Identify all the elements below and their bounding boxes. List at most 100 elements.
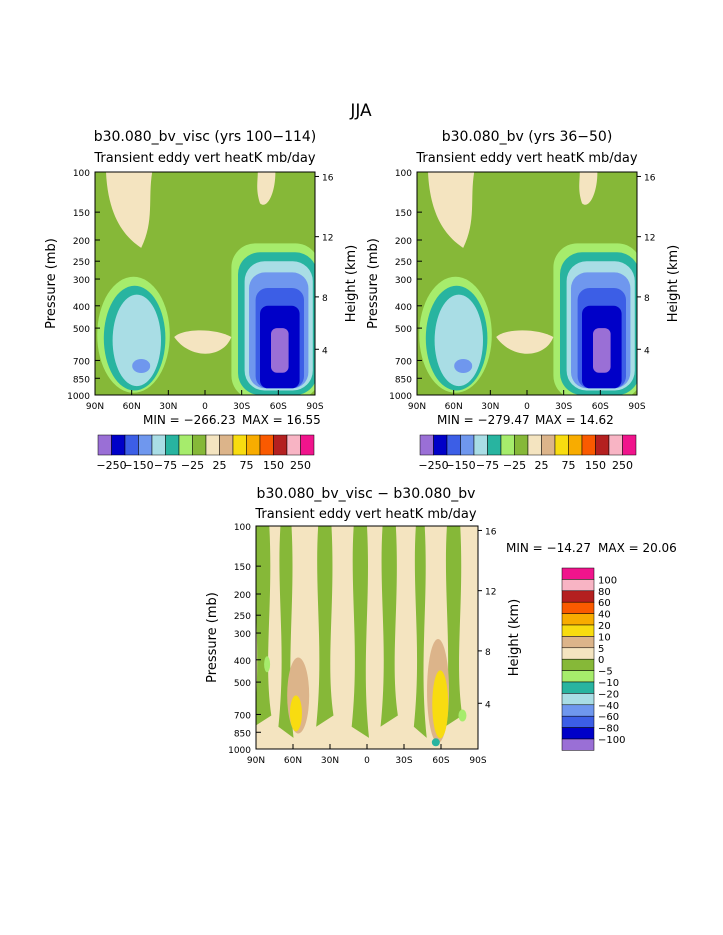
page-title: JJA [350,101,372,121]
colorbar2-swatch [554,434,569,456]
panel2-title: b30.080_bv (yrs 36−50) [441,129,613,145]
panel3-ytick-label: 1000 [228,746,251,756]
panel2-ytick-label: 150 [395,209,412,219]
panel2-ytick-label: 500 [395,325,412,335]
panel2-nh-core [454,359,473,374]
colorbar1-swatch [232,434,247,456]
panel3-y2tick-label: 12 [485,588,496,598]
colorbar1-swatch [300,434,315,456]
panel2-y2tick-label: 4 [644,346,650,356]
panel1-sh-lobe [271,328,289,373]
panel3-streak [413,526,427,738]
panel2-sh-lobe [593,328,611,373]
colorbar3-label: −20 [598,689,619,700]
panel3-xtick-label: 30N [321,756,339,766]
colorbar3-swatch [561,704,595,717]
panel3-xtick-label: 0 [364,756,370,766]
panel3-title: b30.080_bv_visc − b30.080_bv [256,486,476,502]
colorbar1-swatch [165,434,180,456]
panel1-ytick-label: 150 [73,209,90,219]
panel1-xtick-label: 0 [202,402,208,412]
panel1-cream [257,172,276,205]
colorbar1-swatch [219,434,234,456]
colorbar3-label: −60 [598,712,619,723]
panel1-field [95,172,315,395]
panel3-ytick-label: 150 [234,563,251,573]
colorbar3-label: 5 [598,644,604,655]
panel2-ylabel: Pressure (mb) [366,238,381,329]
colorbar2-label: 75 [562,459,576,472]
colorbar2-label: −25 [503,459,526,472]
colorbar3-label: −80 [598,724,619,735]
panel1-cream [106,172,153,248]
panel2-ytick-label: 250 [395,258,412,268]
panel1-cream [174,330,232,354]
panel2-xtick-label: 30S [555,402,572,412]
colorbar3-swatch [561,670,595,683]
colorbar2-swatch [460,434,475,456]
colorbar3-label: 20 [598,621,611,632]
colorbar2-swatch [433,434,448,456]
panel1-ytick-label: 100 [73,169,90,179]
panel3-axes: 90N 60N 30N 0 30S 60S 90S 100 150 200 250 300 400 500… [205,523,522,766]
colorbar1-label: −250 [96,459,126,472]
colorbar2-swatch [473,434,488,456]
panel3-xtick-label: 90S [469,756,486,766]
panel2-ytick-label: 100 [395,169,412,179]
colorbar2-swatch [622,434,637,456]
colorbar2-swatch [527,434,542,456]
colorbar1-label: 25 [213,459,227,472]
colorbar3-label: −10 [598,678,619,689]
panel1-ytick-label: 300 [73,276,90,286]
panel3-streak [380,526,398,727]
colorbar1-label: 250 [290,459,311,472]
colorbar3-swatch [561,658,595,671]
panel1-max: MAX = 16.55 [242,413,321,427]
panel1-y2tick-label: 8 [322,294,328,304]
colorbar2-swatch [581,434,596,456]
colorbar3-swatch [561,727,595,740]
panel2-y2tick-label: 16 [644,173,656,183]
panel2-cream [579,172,598,205]
panel2-xtick-label: 0 [524,402,530,412]
panel1-ytick-label: 1000 [67,392,90,402]
colorbar2-swatch [608,434,623,456]
colorbar2-swatch [568,434,583,456]
colorbar2-swatch [487,434,502,456]
panel1-xtick-label: 90N [86,402,104,412]
panel1-subtitle: Transient eddy vert heatK mb/day [94,151,316,166]
colorbar2-label: −75 [476,459,499,472]
panel2-xtick-label: 30N [481,402,499,412]
panel1-xtick-label: 90S [306,402,323,412]
colorbar1: −250−150 −75 −25 25 75 150 250 [96,434,315,472]
colorbar2-label: 250 [612,459,633,472]
panel2-ytick-label: 1000 [389,392,412,402]
panel1-ytick-label: 200 [73,237,90,247]
colorbar3-swatch [561,590,595,603]
panel3-y2tick-label: 8 [485,648,491,658]
panel3-streak [351,526,369,738]
colorbar3-label: 100 [598,575,617,586]
panel1-xtick-label: 60N [123,402,141,412]
panel2-max: MAX = 14.62 [535,413,614,427]
panel3-min: MIN = −14.27 [506,541,591,555]
panel2-min: MIN = −279.47 [437,413,530,427]
colorbar1-swatch [97,434,112,456]
panel3-pos-lobe [289,695,302,732]
colorbar1-swatch [178,434,193,456]
panel3-xtick-label: 90N [247,756,265,766]
panel3-xtick-label: 60S [432,756,449,766]
colorbar1-swatch [246,434,261,456]
colorbar3-swatch [561,738,595,751]
colorbar3-swatch [561,579,595,592]
panel2-ytick-label: 850 [395,375,412,385]
panel3-neg-spot [264,656,271,673]
colorbar3-label: −5 [598,667,613,678]
panel3-y2label: Height (km) [507,599,522,676]
colorbar3-swatch [561,613,595,626]
panel3-neg-spot [458,709,467,722]
colorbar2-swatch [541,434,556,456]
panel2-cream [428,172,475,248]
colorbar2-swatch [500,434,515,456]
